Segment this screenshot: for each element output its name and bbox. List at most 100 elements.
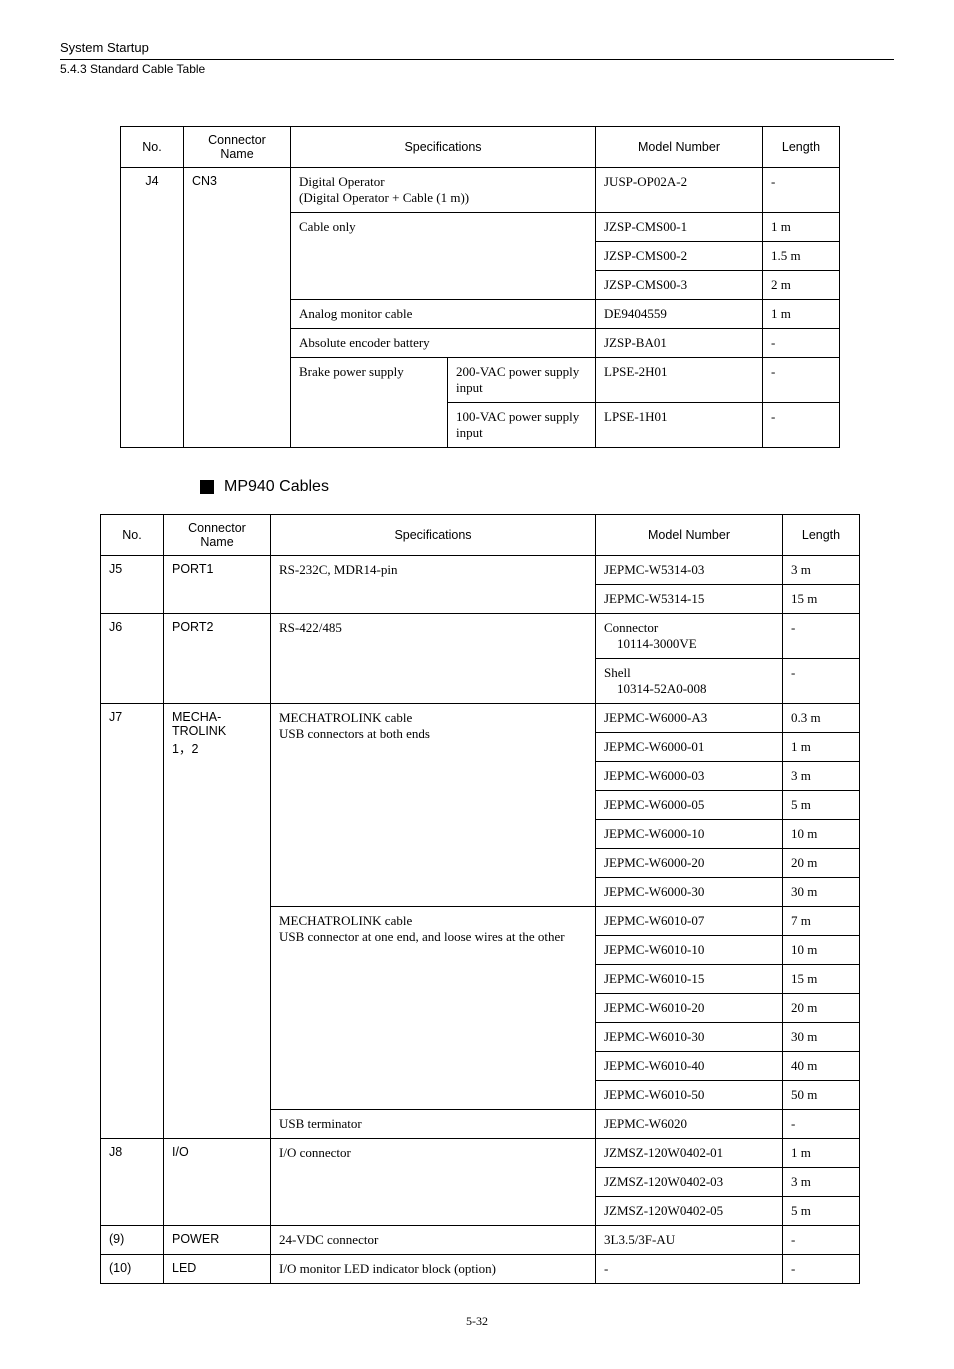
cell-model: Connector 10114-3000VE bbox=[596, 614, 783, 659]
cell-length: - bbox=[783, 614, 860, 659]
cell-length: - bbox=[763, 358, 840, 403]
cell-length: 15 m bbox=[783, 585, 860, 614]
cell-model: 3L3.5/3F-AU bbox=[596, 1226, 783, 1255]
th-model: Model Number bbox=[596, 515, 783, 556]
th-no: No. bbox=[121, 127, 184, 168]
cell-length: - bbox=[783, 1226, 860, 1255]
cell-model: JEPMC-W6020 bbox=[596, 1110, 783, 1139]
cell-model: DE9404559 bbox=[596, 300, 763, 329]
cell-length: 10 m bbox=[783, 820, 860, 849]
cell-length: 1 m bbox=[783, 1139, 860, 1168]
section-title: MP940 Cables bbox=[200, 478, 894, 496]
cell-model: JEPMC-W5314-15 bbox=[596, 585, 783, 614]
table-header-row: No. Connector Name Specifications Model … bbox=[101, 515, 860, 556]
cell-length: - bbox=[783, 1255, 860, 1284]
cell-model: JZSP-BA01 bbox=[596, 329, 763, 358]
cell-model: - bbox=[596, 1255, 783, 1284]
cell-conn: MECHA-TROLINK 1，2 bbox=[164, 704, 271, 1139]
cell-model: JEPMC-W6010-07 bbox=[596, 907, 783, 936]
cell-no: J4 bbox=[121, 168, 184, 448]
header-title: System Startup bbox=[60, 40, 894, 55]
cell-model: LPSE-1H01 bbox=[596, 403, 763, 448]
cable-table-2: No. Connector Name Specifications Model … bbox=[100, 514, 860, 1284]
th-no: No. bbox=[101, 515, 164, 556]
cell-model: JZMSZ-120W0402-01 bbox=[596, 1139, 783, 1168]
cell-model: JEPMC-W6000-05 bbox=[596, 791, 783, 820]
cell-model: JEPMC-W6000-03 bbox=[596, 762, 783, 791]
table-header-row: No. Connector Name Specifications Model … bbox=[121, 127, 840, 168]
header-divider bbox=[60, 59, 894, 60]
cell-length: 5 m bbox=[783, 1197, 860, 1226]
cell-spec-right: 200-VAC power supply input bbox=[448, 358, 596, 403]
cell-model: JEPMC-W6010-20 bbox=[596, 994, 783, 1023]
header-subtitle: 5.4.3 Standard Cable Table bbox=[60, 62, 894, 76]
cell-length: - bbox=[783, 659, 860, 704]
cell-length: 3 m bbox=[783, 556, 860, 585]
cell-length: 3 m bbox=[783, 762, 860, 791]
cell-model: JZMSZ-120W0402-05 bbox=[596, 1197, 783, 1226]
cell-length: - bbox=[763, 168, 840, 213]
cell-model: JEPMC-W6010-10 bbox=[596, 936, 783, 965]
cell-length: - bbox=[763, 403, 840, 448]
cell-length: - bbox=[783, 1110, 860, 1139]
cell-length: 1 m bbox=[783, 733, 860, 762]
cell-conn: LED bbox=[164, 1255, 271, 1284]
table-row: J4 CN3 Digital Operator (Digital Operato… bbox=[121, 168, 840, 213]
cell-model: Shell 10314-52A0-008 bbox=[596, 659, 783, 704]
cell-model: JZSP-CMS00-1 bbox=[596, 213, 763, 242]
cell-spec: RS-422/485 bbox=[271, 614, 596, 704]
cell-model: JEPMC-W6000-10 bbox=[596, 820, 783, 849]
th-spec: Specifications bbox=[271, 515, 596, 556]
cell-model: LPSE-2H01 bbox=[596, 358, 763, 403]
cell-model: JEPMC-W6000-20 bbox=[596, 849, 783, 878]
cell-length: 15 m bbox=[783, 965, 860, 994]
cell-length: 7 m bbox=[783, 907, 860, 936]
th-length: Length bbox=[783, 515, 860, 556]
table-row: (9) POWER 24-VDC connector 3L3.5/3F-AU - bbox=[101, 1226, 860, 1255]
cell-length: 20 m bbox=[783, 849, 860, 878]
cell-spec: Digital Operator (Digital Operator + Cab… bbox=[291, 168, 596, 213]
cell-length: 40 m bbox=[783, 1052, 860, 1081]
table-row: J5 PORT1 RS-232C, MDR14-pin JEPMC-W5314-… bbox=[101, 556, 860, 585]
cell-spec: Analog monitor cable bbox=[291, 300, 596, 329]
cell-spec: I/O monitor LED indicator block (option) bbox=[271, 1255, 596, 1284]
cell-model: JZSP-CMS00-3 bbox=[596, 271, 763, 300]
cell-conn: CN3 bbox=[184, 168, 291, 448]
cell-model: JZMSZ-120W0402-03 bbox=[596, 1168, 783, 1197]
cell-length: 3 m bbox=[783, 1168, 860, 1197]
cell-model: JEPMC-W6000-30 bbox=[596, 878, 783, 907]
cell-no: (9) bbox=[101, 1226, 164, 1255]
table-row: J7 MECHA-TROLINK 1，2 MECHATROLINK cable … bbox=[101, 704, 860, 733]
th-model: Model Number bbox=[596, 127, 763, 168]
cell-length: 10 m bbox=[783, 936, 860, 965]
cell-length: 1.5 m bbox=[763, 242, 840, 271]
section-title-text: MP940 Cables bbox=[224, 478, 329, 496]
cell-spec: Absolute encoder battery bbox=[291, 329, 596, 358]
cell-no: J6 bbox=[101, 614, 164, 704]
cell-no: J8 bbox=[101, 1139, 164, 1226]
cable-table-1: No. Connector Name Specifications Model … bbox=[120, 126, 840, 448]
cell-length: 50 m bbox=[783, 1081, 860, 1110]
cell-spec: MECHATROLINK cable USB connector at one … bbox=[271, 907, 596, 1110]
cell-model: JEPMC-W6010-50 bbox=[596, 1081, 783, 1110]
cell-spec: 24-VDC connector bbox=[271, 1226, 596, 1255]
cell-conn: POWER bbox=[164, 1226, 271, 1255]
cell-length: 20 m bbox=[783, 994, 860, 1023]
cell-spec: MECHATROLINK cable USB connectors at bot… bbox=[271, 704, 596, 907]
cell-length: - bbox=[763, 329, 840, 358]
cell-no: J5 bbox=[101, 556, 164, 614]
cell-length: 1 m bbox=[763, 213, 840, 242]
cell-model: JUSP-OP02A-2 bbox=[596, 168, 763, 213]
cell-model: JEPMC-W5314-03 bbox=[596, 556, 783, 585]
cell-model: JEPMC-W6010-15 bbox=[596, 965, 783, 994]
cell-spec: RS-232C, MDR14-pin bbox=[271, 556, 596, 614]
cell-model: JEPMC-W6000-A3 bbox=[596, 704, 783, 733]
cell-conn: PORT1 bbox=[164, 556, 271, 614]
square-bullet-icon bbox=[200, 480, 214, 494]
th-spec: Specifications bbox=[291, 127, 596, 168]
cell-no: (10) bbox=[101, 1255, 164, 1284]
cell-length: 30 m bbox=[783, 878, 860, 907]
cell-model: JEPMC-W6010-40 bbox=[596, 1052, 783, 1081]
table-row: (10) LED I/O monitor LED indicator block… bbox=[101, 1255, 860, 1284]
page-number: 5-32 bbox=[60, 1314, 894, 1329]
